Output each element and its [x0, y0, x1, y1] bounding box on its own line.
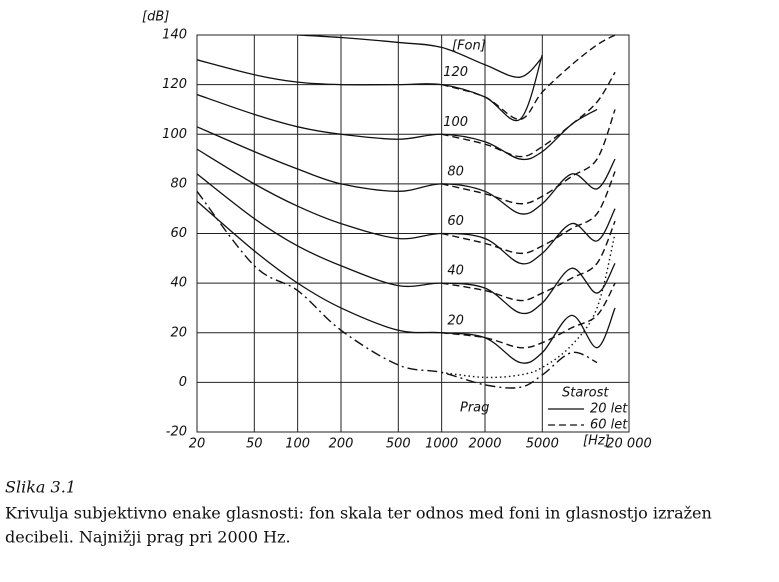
- y-tick-label: 60: [170, 226, 187, 241]
- y-axis-label: [dB]: [142, 10, 169, 25]
- x-tick-label: 100: [285, 437, 310, 452]
- y-tick-label: 80: [170, 176, 187, 191]
- curve: [441, 171, 616, 255]
- x-tick-label: 1000: [425, 437, 458, 452]
- curve-label: 120: [443, 65, 468, 80]
- curve: [197, 173, 616, 315]
- x-tick-label: 20: [189, 437, 206, 452]
- curve: [441, 35, 616, 121]
- curve: [441, 220, 616, 302]
- curve: [197, 148, 616, 265]
- legend-title: Starost: [562, 386, 609, 401]
- x-tick-label: 20 000: [606, 437, 652, 452]
- y-tick-label: 140: [162, 28, 187, 43]
- curve: [197, 54, 543, 122]
- curve: [197, 190, 598, 389]
- curve: [197, 126, 616, 215]
- y-tick-label: 100: [162, 127, 187, 142]
- curve-label: 80: [447, 164, 464, 179]
- y-tick-label: 120: [162, 77, 187, 92]
- legend-label: 60 let: [590, 418, 628, 433]
- y-tick-label: 20: [170, 325, 187, 340]
- x-tick-label: 2000: [468, 437, 501, 452]
- y-tick-label: -20: [166, 425, 187, 440]
- curve-label: 20: [447, 313, 464, 328]
- curve: [441, 71, 616, 158]
- hz-label: [Hz]: [583, 434, 610, 449]
- curve: [441, 282, 616, 349]
- curve: [197, 200, 616, 364]
- fon-label: [Fon]: [452, 39, 486, 54]
- x-tick-label: 500: [386, 437, 411, 452]
- curve: [441, 109, 616, 205]
- curve: [441, 233, 616, 379]
- curve-label: 40: [447, 264, 464, 279]
- x-tick-label: 50: [246, 437, 263, 452]
- x-tick-label: 200: [329, 437, 354, 452]
- legend-label: 20 let: [590, 402, 628, 417]
- curve-label: 100: [443, 115, 468, 130]
- curve-label: 60: [447, 214, 464, 229]
- y-tick-label: 0: [179, 375, 187, 390]
- curve: [297, 35, 543, 78]
- caption-line: Krivulja subjektivno enake glasnosti: fo…: [5, 504, 712, 523]
- prag-label: Prag: [460, 401, 489, 416]
- x-tick-label: 5000: [526, 437, 559, 452]
- caption-line: decibeli. Najnižji prag pri 2000 Hz.: [5, 528, 291, 547]
- y-tick-label: 40: [170, 276, 187, 291]
- caption-label: Slika 3.1: [5, 478, 76, 497]
